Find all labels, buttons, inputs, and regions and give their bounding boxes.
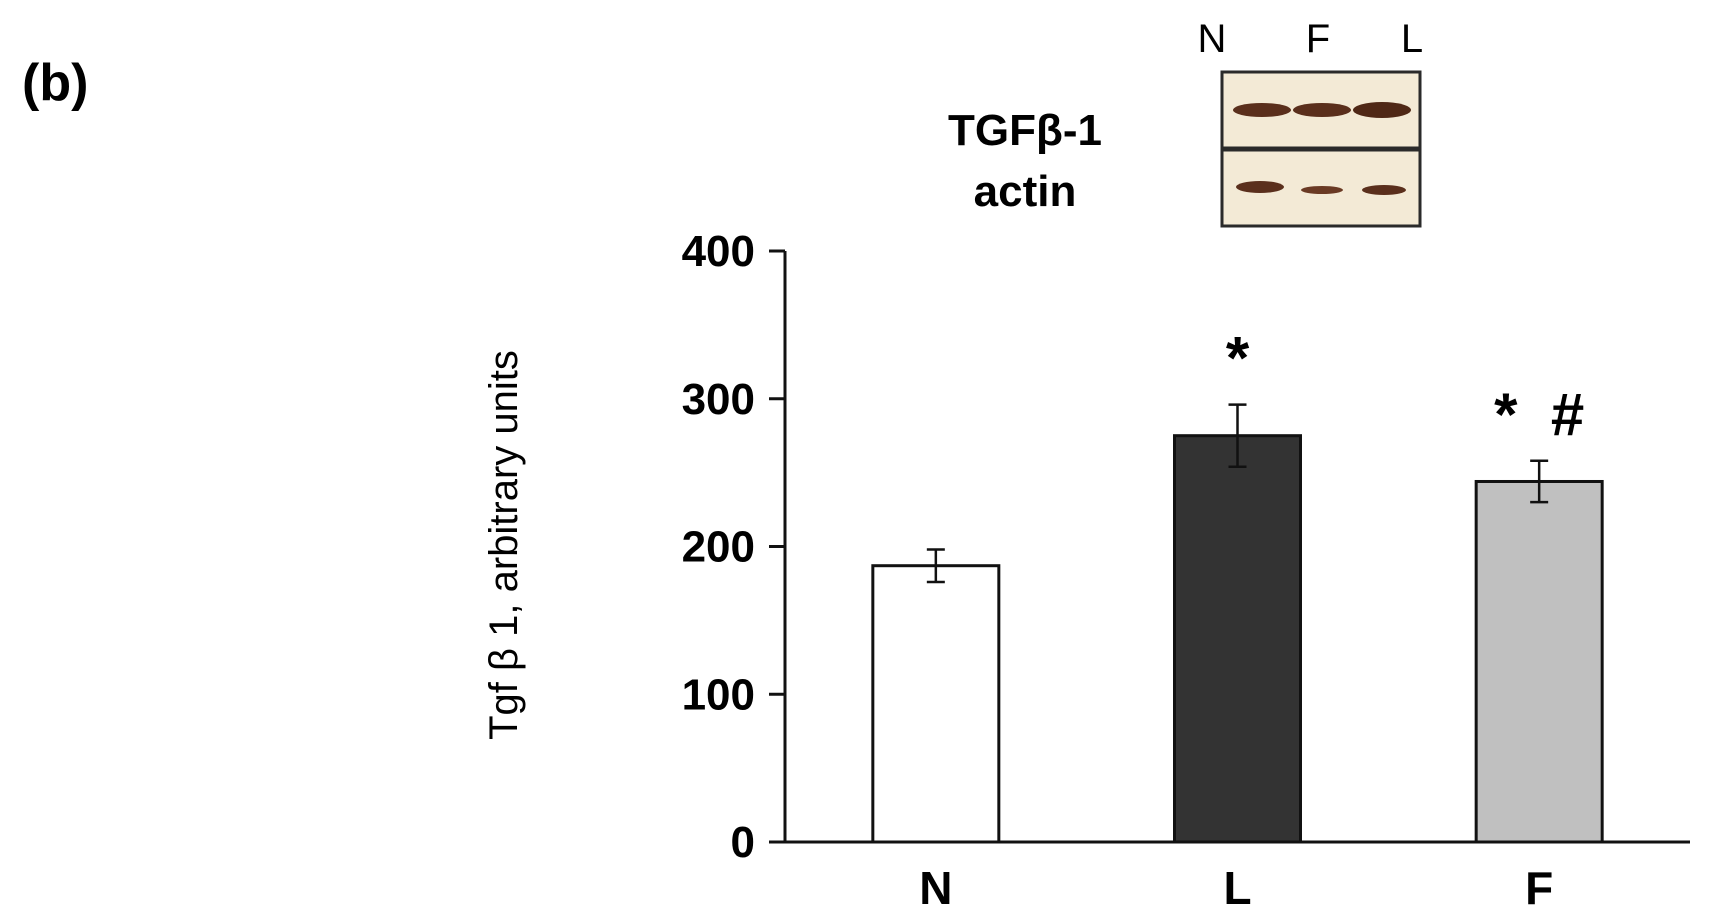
y-axis-ticks: 0 100 200 300 400	[682, 227, 785, 867]
blot-row-label: TGFβ-1	[948, 106, 1102, 155]
blot-band-actin-n	[1236, 181, 1284, 193]
blot-row-label: actin	[974, 167, 1077, 216]
significance-annotation-L: *	[1226, 325, 1250, 392]
blot-lane-label: N	[1198, 17, 1227, 61]
significance-annotation-F: * #	[1494, 381, 1584, 448]
y-tick-label: 0	[731, 818, 755, 867]
blot-band-tgfb1-f	[1293, 103, 1351, 117]
bar-N	[871, 564, 1001, 844]
x-tick-label-F: F	[1525, 862, 1553, 914]
y-tick-label: 400	[682, 227, 755, 276]
significance-annotations: * * #	[1226, 325, 1584, 448]
blot-lane-label: L	[1401, 17, 1423, 61]
bar-L	[1173, 434, 1302, 844]
y-axis-title: Tgf β 1, arbitrary units	[482, 350, 526, 740]
bar-chart: Tgf β 1, arbitrary units 0 100 200 300 400 *…	[482, 227, 1690, 914]
blot-band-tgfb1-l	[1353, 102, 1411, 118]
error-bars	[926, 403, 1549, 584]
x-tick-label-L: L	[1223, 862, 1251, 914]
blot-band-actin-l	[1362, 185, 1406, 195]
panel-label: (b)	[22, 54, 88, 112]
x-tick-label-N: N	[919, 862, 952, 914]
blot-band-tgfb1-n	[1233, 103, 1291, 117]
bars	[871, 434, 1604, 844]
bar-F	[1474, 479, 1604, 844]
blot-band-actin-f	[1301, 186, 1343, 194]
blot-lane-label: F	[1306, 17, 1330, 61]
y-tick-label: 100	[682, 670, 755, 719]
y-tick-label: 200	[682, 523, 755, 572]
western-blot-inset: N F L TGFβ-1 actin	[948, 17, 1423, 228]
y-tick-label: 300	[682, 375, 755, 424]
